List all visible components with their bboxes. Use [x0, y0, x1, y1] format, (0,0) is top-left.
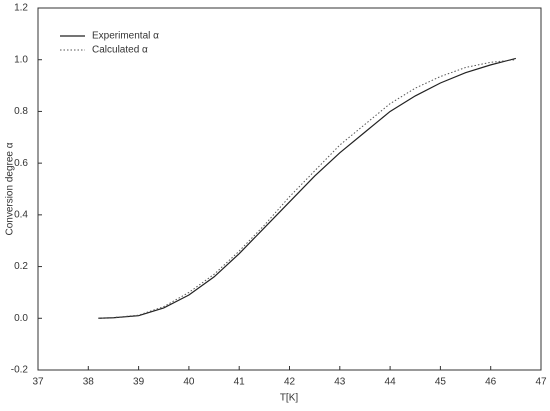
series-line	[98, 59, 516, 319]
y-tick-label: 0.2	[14, 261, 28, 272]
x-tick-label: 46	[485, 377, 497, 388]
y-tick-label: 1.2	[14, 3, 28, 14]
y-tick-label: -0.2	[11, 365, 29, 376]
x-tick-label: 37	[32, 377, 44, 388]
series-line	[98, 57, 516, 319]
x-tick-label: 41	[234, 377, 246, 388]
y-tick-label: 0.6	[14, 158, 28, 169]
y-tick-label: 0.4	[14, 209, 28, 220]
x-tick-label: 45	[435, 377, 447, 388]
x-tick-label: 39	[133, 377, 145, 388]
x-axis-label: T[K]	[280, 393, 299, 404]
plot-frame	[37, 7, 542, 371]
x-tick-label: 44	[385, 377, 397, 388]
x-tick-label: 40	[183, 377, 195, 388]
x-tick-label: 42	[284, 377, 296, 388]
y-axis-label: Conversion degree α	[5, 142, 16, 235]
x-tick-label: 38	[83, 377, 95, 388]
y-tick-label: 0.0	[14, 313, 28, 324]
y-tick-label: 0.8	[14, 106, 28, 117]
x-tick-label: 43	[334, 377, 346, 388]
legend-label: Calculated α	[92, 45, 148, 56]
x-tick-label: 47	[535, 377, 547, 388]
legend-label: Experimental α	[92, 31, 159, 42]
y-tick-label: 1.0	[14, 54, 28, 65]
